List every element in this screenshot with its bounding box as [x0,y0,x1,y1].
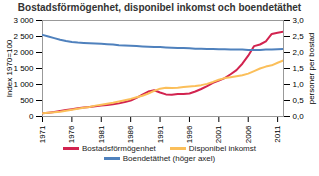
html-text:Bostadsförmögenhet, disponibel: Bostadsförmögenhet, disponibel inkomst o… [17,2,302,13]
svg-text:3,0: 3,0 [293,16,305,25]
svg-text:2,5: 2,5 [293,32,305,41]
svg-text:0,0: 0,0 [293,112,305,121]
svg-text:1976: 1976 [67,125,76,143]
svg-text:1,5: 1,5 [293,64,305,73]
svg-text:2006: 2006 [244,125,253,143]
svg-text:Index 1970=100: Index 1970=100 [5,39,14,97]
svg-text:2011: 2011 [273,125,282,143]
svg-text:2 000: 2 000 [13,48,34,57]
svg-text:0: 0 [29,112,34,121]
svg-text:1 500: 1 500 [13,64,34,73]
svg-text:3 000: 3 000 [13,16,34,25]
svg-text:1 000: 1 000 [13,80,34,89]
html-text:Boendetäthet (höger axel): Boendetäthet (höger axel) [122,154,216,163]
svg-text:2 500: 2 500 [13,32,34,41]
html-text:Bostadsförmögenhet: Bostadsförmögenhet [82,144,156,153]
svg-text:1986: 1986 [126,125,135,143]
svg-text:1,0: 1,0 [293,80,305,89]
svg-text:2001: 2001 [214,125,223,143]
svg-text:1996: 1996 [185,125,194,143]
svg-text:0,5: 0,5 [293,96,305,105]
svg-text:1971: 1971 [38,125,47,143]
svg-text:500: 500 [20,96,34,105]
svg-text:personer per bostad: personer per bostad [307,33,316,105]
svg-text:2,0: 2,0 [293,48,305,57]
svg-text:1981: 1981 [97,125,106,143]
svg-text:1991: 1991 [156,125,165,143]
html-text:Disponibel inkomst: Disponibel inkomst [188,144,256,153]
